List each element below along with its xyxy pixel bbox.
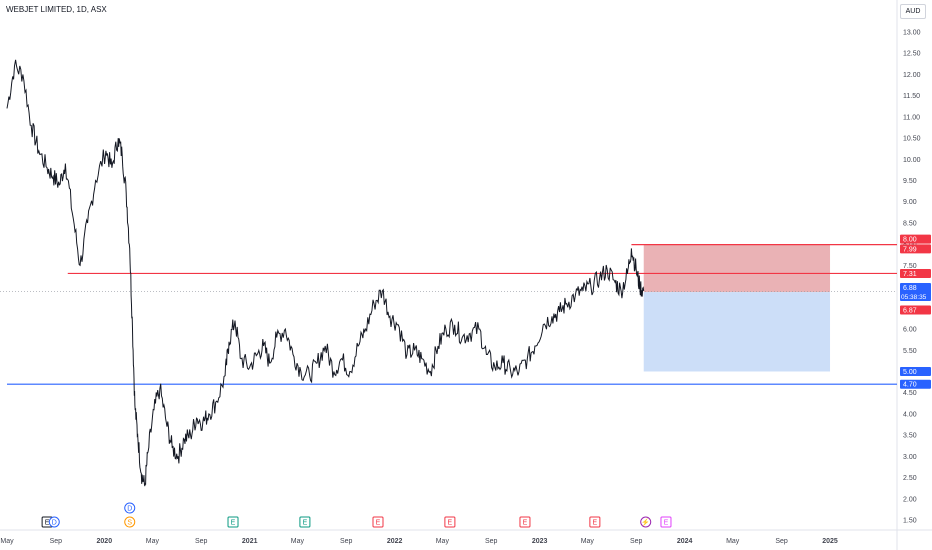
event-marker [660, 516, 672, 528]
y-tick-label: 5.50 [903, 348, 917, 355]
price-tag-stop-bg [900, 244, 931, 254]
event-label: E [231, 520, 236, 527]
price-tag-target-bg [900, 366, 931, 376]
x-tick-label: May [436, 538, 450, 545]
y-tick-label: 4.00 [903, 411, 917, 418]
event-label: E [664, 520, 669, 527]
take-profit-zone [643, 292, 831, 372]
x-tick-label: 2021 [242, 538, 258, 545]
x-tick-label: May [581, 538, 595, 545]
price-tag-stop-marker-bg [900, 234, 931, 244]
y-tick-label: 1.50 [903, 518, 917, 525]
y-tick-label: 2.00 [903, 496, 917, 503]
y-tick-label: 6.00 [903, 327, 917, 334]
price-tag-current-countdown: 05:38:35 [901, 294, 927, 301]
y-tick-label: 13.00 [903, 30, 921, 37]
x-tick-label: Sep [50, 538, 63, 545]
event-label: E [448, 520, 453, 527]
event-label: D [127, 506, 132, 513]
x-tick-label: 2020 [97, 538, 113, 545]
event-marker [444, 516, 456, 528]
y-tick-label: 2.50 [903, 475, 917, 482]
y-tick-label: 12.50 [903, 51, 921, 58]
x-tick-label: 2025 [822, 538, 838, 545]
symbol-title: WEBJET LIMITED, 1D, ASX [6, 5, 107, 14]
event-label: ⚡ [641, 518, 650, 527]
price-tag-entry: 6.87 [903, 307, 917, 314]
y-tick-label: 10.00 [903, 157, 921, 164]
event-marker [640, 516, 652, 528]
y-tick-label: 11.00 [903, 114, 920, 121]
event-marker [48, 516, 60, 528]
event-marker [299, 516, 311, 528]
x-tick-label: Sep [195, 538, 208, 545]
event-marker [589, 516, 601, 528]
y-tick-label: 3.00 [903, 454, 917, 461]
x-tick-label: May [726, 538, 740, 545]
x-tick-label: 2023 [532, 538, 548, 545]
y-tick-label: 4.50 [903, 390, 917, 397]
event-marker [372, 516, 384, 528]
event-label: S [127, 520, 132, 527]
event-label: D [52, 520, 57, 527]
y-tick-label: 9.50 [903, 178, 917, 185]
price-tag-entry-bg [900, 305, 931, 315]
event-label: E [303, 520, 308, 527]
event-label: E [45, 520, 50, 527]
price-tag-stop: 7.99 [903, 246, 917, 253]
y-tick-label: 3.50 [903, 433, 917, 440]
x-tick-label: Sep [485, 538, 498, 545]
price-series-line [6, 59, 645, 487]
price-tag-support: 4.70 [903, 382, 917, 389]
price-tag-stop-marker: 8.00 [903, 237, 917, 244]
y-tick-label: 11.50 [903, 93, 920, 100]
price-tag-resistance-bg [900, 268, 931, 278]
x-tick-label: 2022 [387, 538, 403, 545]
event-marker [124, 502, 136, 514]
x-tick-label: Sep [630, 538, 643, 545]
y-tick-label: 7.50 [903, 263, 917, 270]
price-tag-target: 5.00 [903, 369, 917, 376]
x-tick-label: Sep [775, 538, 788, 545]
event-label: E [593, 520, 598, 527]
y-tick-label: 12.00 [903, 72, 921, 79]
price-tag-resistance: 7.31 [903, 271, 917, 278]
price-tag-support-bg [900, 379, 931, 389]
x-tick-label: 2024 [677, 538, 693, 545]
event-marker [124, 516, 136, 528]
event-marker [227, 516, 239, 528]
event-marker [519, 516, 531, 528]
stop-loss-zone [643, 244, 831, 293]
x-tick-label: May [0, 538, 14, 545]
price-tag-current: 6.88 [903, 285, 917, 292]
currency-button[interactable]: AUD [900, 4, 926, 19]
event-label: E [523, 520, 528, 527]
y-tick-label: 9.00 [903, 199, 917, 206]
x-tick-label: May [291, 538, 305, 545]
x-tick-label: May [146, 538, 160, 545]
x-tick-label: Sep [340, 538, 353, 545]
event-label: E [376, 520, 381, 527]
price-tag-current-bg [900, 282, 931, 301]
y-tick-label: 8.50 [903, 220, 917, 227]
y-tick-label: 10.50 [903, 136, 921, 143]
